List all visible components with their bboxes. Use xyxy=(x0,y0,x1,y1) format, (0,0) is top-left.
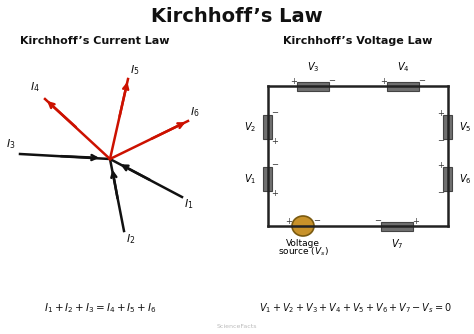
Text: +: + xyxy=(438,161,445,169)
Text: Voltage: Voltage xyxy=(286,239,320,248)
Text: ScienceFacts: ScienceFacts xyxy=(217,324,257,329)
Text: $\mathit{I}_1$: $\mathit{I}_1$ xyxy=(184,197,193,211)
Text: $I_1 + I_2 + I_3 = I_4 + I_5 + I_6$: $I_1 + I_2 + I_3 = I_4 + I_5 + I_6$ xyxy=(44,301,156,315)
Bar xyxy=(387,81,419,91)
Text: Kirchhoff’s Voltage Law: Kirchhoff’s Voltage Law xyxy=(283,36,433,46)
Text: Kirchhoff’s Current Law: Kirchhoff’s Current Law xyxy=(20,36,170,46)
Text: +: + xyxy=(412,216,419,225)
Bar xyxy=(264,167,273,191)
Text: −: − xyxy=(374,216,382,225)
Text: −: − xyxy=(438,137,445,146)
Text: −: − xyxy=(419,76,426,86)
Bar xyxy=(264,115,273,139)
Text: −: − xyxy=(272,109,279,118)
Text: +: + xyxy=(272,137,278,146)
Text: −: − xyxy=(272,161,279,169)
Text: $V_3$: $V_3$ xyxy=(307,60,319,74)
Text: $\mathit{I}_2$: $\mathit{I}_2$ xyxy=(126,232,136,246)
Text: $\mathit{I}_4$: $\mathit{I}_4$ xyxy=(30,80,40,94)
Text: $V_2$: $V_2$ xyxy=(244,120,256,134)
Text: +: + xyxy=(285,216,292,225)
Text: +: + xyxy=(438,109,445,118)
Text: $\mathit{I}_6$: $\mathit{I}_6$ xyxy=(190,105,200,119)
Ellipse shape xyxy=(292,216,314,236)
Bar xyxy=(444,115,453,139)
Text: −: − xyxy=(438,188,445,197)
Text: $\mathit{I}_5$: $\mathit{I}_5$ xyxy=(130,63,139,77)
Text: $V_7$: $V_7$ xyxy=(391,237,403,251)
Bar xyxy=(381,221,413,230)
Text: source $(V_s)$: source $(V_s)$ xyxy=(278,246,328,259)
Text: −: − xyxy=(328,76,336,86)
Text: $V_4$: $V_4$ xyxy=(397,60,410,74)
Text: $V_1 + V_2 + V_3 + V_4 + V_5 + V_6 + V_7 - V_s = 0$: $V_1 + V_2 + V_3 + V_4 + V_5 + V_6 + V_7… xyxy=(258,301,451,315)
Text: +: + xyxy=(381,76,387,86)
Text: −: − xyxy=(313,216,320,225)
Text: +: + xyxy=(291,76,298,86)
Text: $V_5$: $V_5$ xyxy=(459,120,472,134)
Text: $V_6$: $V_6$ xyxy=(459,172,472,186)
Text: Kirchhoff’s Law: Kirchhoff’s Law xyxy=(151,6,323,25)
Text: +: + xyxy=(272,188,278,197)
Text: $\mathit{I}_3$: $\mathit{I}_3$ xyxy=(7,137,16,151)
Bar xyxy=(297,81,329,91)
Text: $V_1$: $V_1$ xyxy=(244,172,256,186)
Bar xyxy=(444,167,453,191)
